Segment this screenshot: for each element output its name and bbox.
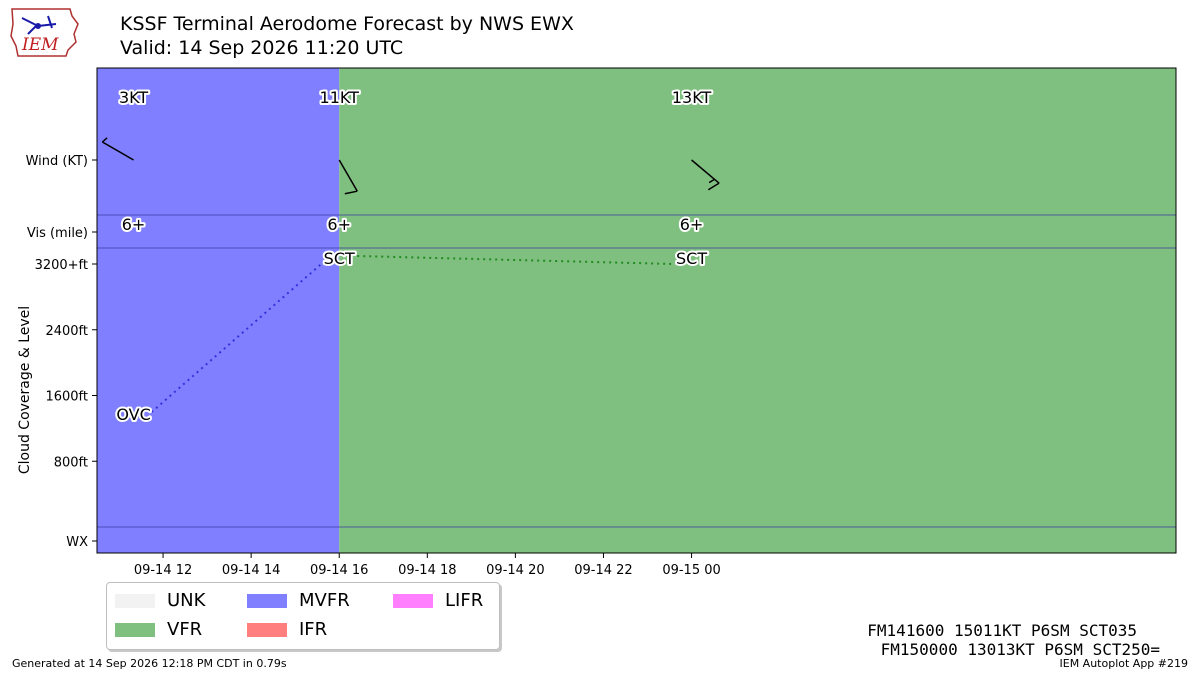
wind-barb-feather — [344, 190, 358, 195]
legend-item-unk: UNK — [115, 590, 205, 611]
legend-swatch-lifr — [393, 593, 433, 608]
wind-barb-staff — [102, 141, 134, 161]
legend-swatch-vfr — [115, 622, 155, 637]
legend-item-lifr: LIFR — [393, 590, 483, 611]
x-tick-label: 09-14 12 — [134, 563, 192, 578]
y-tick-label: 2400ft — [45, 324, 88, 339]
y-label-vis: Vis (mile) — [27, 226, 88, 241]
legend-swatch-mvfr — [247, 593, 287, 608]
y-tick-label: 1600ft — [45, 390, 88, 405]
weather-vane-icon — [21, 15, 57, 35]
logo-text: IEM — [21, 35, 59, 55]
chart-legend: UNK MVFR LIFR VFR IFR — [106, 582, 500, 650]
y-axis-title: Cloud Coverage & Level — [17, 306, 33, 474]
x-tick-label: 09-14 16 — [310, 563, 368, 578]
x-tick-label: 09-14 20 — [486, 563, 544, 578]
visibility-label: 6+ — [680, 215, 704, 234]
legend-item-mvfr: MVFR — [247, 590, 350, 611]
wind-barb-feather — [707, 182, 720, 191]
visibility-label: 6+ — [327, 215, 351, 234]
wind-speed-label: 11KT — [320, 88, 360, 107]
legend-item-ifr: IFR — [247, 619, 327, 640]
legend-swatch-ifr — [247, 622, 287, 637]
chart-subtitle: Valid: 14 Sep 2026 11:20 UTC — [120, 37, 404, 59]
y-tick-label: 800ft — [54, 455, 88, 470]
period-band-vfr — [339, 68, 1176, 553]
y-label-wind: Wind (KT) — [26, 154, 88, 169]
wind-barb-half-feather — [708, 178, 715, 184]
chart-title: KSSF Terminal Aerodome Forecast by NWS E… — [120, 13, 574, 35]
legend-swatch-unk — [115, 593, 155, 608]
cloud-cover-label: OVC — [116, 405, 150, 424]
taf-line-1: FM141600 15011KT P6SM SCT035 — [867, 621, 1137, 640]
plot-frame — [96, 67, 1177, 554]
wind-barb-staff — [338, 159, 358, 192]
cloud-trend-line — [150, 263, 322, 413]
iem-logo: IEM — [10, 8, 79, 57]
taf-line-2: FM150000 13013KT P6SM SCT250= — [880, 640, 1160, 659]
period-band-mvfr — [97, 68, 340, 553]
wind-barb-half-feather — [101, 137, 108, 143]
x-tick-label: 09-14 14 — [222, 563, 280, 578]
x-tick-label: 09-14 22 — [574, 563, 632, 578]
x-tick-label: 09-14 18 — [398, 563, 456, 578]
cloud-trend-line — [357, 255, 674, 265]
footer-generated: Generated at 14 Sep 2026 12:18 PM CDT in… — [12, 657, 287, 670]
visibility-label: 6+ — [122, 215, 146, 234]
wind-speed-label: 3KT — [119, 88, 148, 107]
y-tick-label: 3200+ft — [35, 258, 88, 273]
y-label-wx: WX — [66, 535, 88, 550]
x-tick-label: 09-15 00 — [662, 563, 720, 578]
legend-item-vfr: VFR — [115, 619, 202, 640]
cloud-cover-label: SCT — [324, 249, 355, 268]
footer-app: IEM Autoplot App #219 — [1059, 657, 1189, 670]
wind-barb-staff — [691, 159, 720, 184]
cloud-cover-label: SCT — [676, 249, 707, 268]
wind-speed-label: 13KT — [672, 88, 712, 107]
